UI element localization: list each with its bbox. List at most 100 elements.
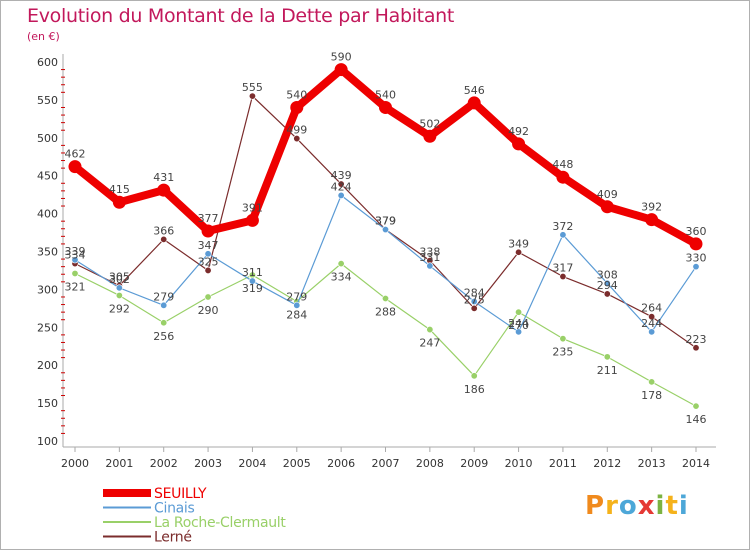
data-point bbox=[160, 235, 168, 243]
data-label: 275 bbox=[464, 293, 485, 306]
data-label: 311 bbox=[242, 266, 263, 279]
data-point bbox=[381, 226, 389, 234]
data-point bbox=[648, 378, 656, 386]
data-point bbox=[692, 402, 700, 410]
x-tick-label: 2009 bbox=[460, 457, 488, 470]
data-label: 492 bbox=[508, 125, 529, 138]
data-label: 555 bbox=[242, 81, 263, 94]
data-label: 590 bbox=[331, 51, 352, 64]
data-label: 379 bbox=[375, 215, 396, 228]
data-point bbox=[603, 279, 611, 287]
data-point bbox=[600, 200, 614, 214]
data-label: 264 bbox=[641, 302, 662, 315]
x-tick-label: 2006 bbox=[327, 457, 355, 470]
legend-label: Cinais bbox=[154, 501, 195, 517]
y-tick-label: 150 bbox=[37, 397, 58, 410]
data-label: 244 bbox=[641, 317, 662, 330]
data-point bbox=[467, 96, 481, 110]
proxiti-logo: Proxiti bbox=[585, 491, 689, 521]
data-label: 415 bbox=[109, 183, 130, 196]
data-label: 294 bbox=[597, 279, 618, 292]
data-point bbox=[334, 63, 348, 77]
data-point bbox=[559, 273, 567, 281]
data-point bbox=[470, 304, 478, 312]
data-label: 448 bbox=[552, 158, 573, 171]
data-point bbox=[515, 328, 523, 336]
logo-letter: P bbox=[585, 491, 606, 521]
data-label: 321 bbox=[65, 280, 86, 293]
data-point bbox=[337, 180, 345, 188]
data-point bbox=[423, 129, 437, 143]
data-point bbox=[470, 372, 478, 380]
data-label: 178 bbox=[641, 389, 662, 402]
x-tick-label: 2004 bbox=[238, 457, 266, 470]
data-label: 186 bbox=[464, 383, 485, 396]
data-label: 334 bbox=[65, 249, 86, 262]
data-point bbox=[648, 313, 656, 321]
y-tick-label: 450 bbox=[37, 170, 58, 183]
x-tick-label: 2001 bbox=[105, 457, 133, 470]
y-tick-label: 300 bbox=[37, 283, 58, 296]
data-point bbox=[201, 224, 215, 238]
legend-label: Lerné bbox=[154, 530, 192, 546]
data-label: 288 bbox=[375, 305, 396, 318]
data-label: 235 bbox=[552, 346, 573, 359]
data-point bbox=[71, 269, 79, 277]
data-point bbox=[115, 291, 123, 299]
data-label: 372 bbox=[552, 220, 573, 233]
y-tick-label: 100 bbox=[37, 435, 58, 448]
data-point bbox=[689, 237, 703, 251]
data-point bbox=[426, 326, 434, 334]
x-tick-label: 2010 bbox=[505, 457, 533, 470]
data-label: 292 bbox=[109, 302, 130, 315]
data-label: 331 bbox=[419, 251, 440, 264]
data-point bbox=[204, 266, 212, 274]
x-tick-label: 2012 bbox=[593, 457, 621, 470]
data-point bbox=[160, 319, 168, 327]
chart-subtitle: (en €) bbox=[27, 30, 60, 43]
data-point bbox=[337, 191, 345, 199]
logo-letter: i bbox=[655, 491, 666, 521]
legend-label: La Roche-Clermault bbox=[154, 515, 286, 531]
logo-letter: i bbox=[678, 491, 689, 521]
data-label: 270 bbox=[508, 319, 529, 332]
data-label: 284 bbox=[286, 309, 307, 322]
data-point bbox=[603, 290, 611, 298]
data-point bbox=[648, 328, 656, 336]
data-label: 319 bbox=[242, 282, 263, 295]
data-point bbox=[248, 277, 256, 285]
data-label: 360 bbox=[686, 225, 707, 238]
data-label: 349 bbox=[508, 237, 529, 250]
y-tick-label: 250 bbox=[37, 321, 58, 334]
logo-letter: t bbox=[665, 491, 679, 521]
data-label: 284 bbox=[464, 287, 485, 300]
data-point bbox=[515, 308, 523, 316]
data-label: 338 bbox=[419, 246, 440, 259]
data-label: 431 bbox=[153, 171, 174, 184]
data-label: 546 bbox=[464, 84, 485, 97]
y-tick-label: 200 bbox=[37, 359, 58, 372]
x-tick-label: 2013 bbox=[638, 457, 666, 470]
data-label: 347 bbox=[198, 239, 219, 252]
data-label: 146 bbox=[686, 413, 707, 426]
y-tick-label: 500 bbox=[37, 132, 58, 145]
data-point bbox=[603, 353, 611, 361]
x-tick-label: 2003 bbox=[194, 457, 222, 470]
data-label: 392 bbox=[641, 201, 662, 214]
data-point bbox=[559, 231, 567, 239]
data-label: 334 bbox=[331, 271, 352, 284]
x-tick-label: 2014 bbox=[682, 457, 710, 470]
x-tick-label: 2002 bbox=[150, 457, 178, 470]
data-label: 279 bbox=[153, 290, 174, 303]
data-point bbox=[426, 262, 434, 270]
data-label: 325 bbox=[198, 255, 219, 268]
data-point bbox=[515, 248, 523, 256]
y-tick-label: 600 bbox=[37, 56, 58, 69]
data-label: 317 bbox=[552, 262, 573, 275]
x-tick-label: 2005 bbox=[283, 457, 311, 470]
data-point bbox=[559, 335, 567, 343]
data-label: 499 bbox=[286, 124, 307, 137]
data-label: 379 bbox=[375, 215, 396, 228]
data-label: 391 bbox=[242, 201, 263, 214]
